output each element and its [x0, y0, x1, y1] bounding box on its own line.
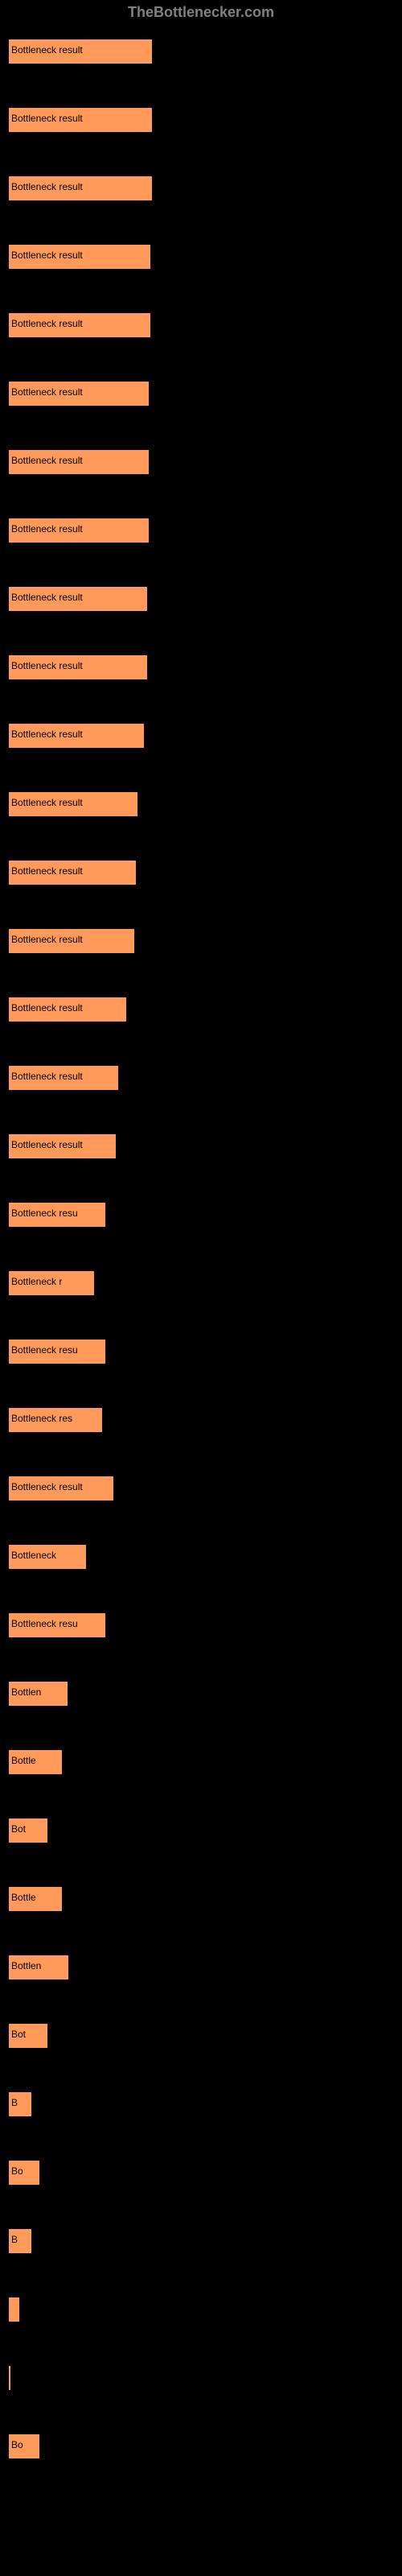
bar-row: Bottleneck result	[8, 371, 394, 415]
bar-row: Bottleneck result	[8, 1124, 394, 1168]
bar-row: B	[8, 2219, 394, 2263]
bar-label: Bot	[11, 2029, 26, 2040]
bar-row: Bottleneck result	[8, 29, 394, 73]
bar-label: Bottleneck result	[11, 181, 83, 192]
chart-bar	[8, 2365, 11, 2391]
bar-label: Bo	[11, 2439, 23, 2450]
bar-row	[8, 2287, 394, 2331]
bar-label: B	[11, 2234, 18, 2245]
bar-label: Bottleneck result	[11, 797, 83, 808]
bar-row: Bottlen	[8, 1671, 394, 1715]
bar-label: Bot	[11, 1823, 26, 1835]
bar-label: Bottleneck	[11, 1550, 56, 1561]
bar-row: Bottleneck result	[8, 1055, 394, 1100]
bar-row: Bottleneck result	[8, 919, 394, 963]
bar-row: Bottleneck res	[8, 1397, 394, 1442]
bar-label: Bottleneck result	[11, 318, 83, 329]
bar-label: Bo	[11, 2165, 23, 2177]
bar-label: Bottlen	[11, 1686, 41, 1698]
bar-row: Bottleneck result	[8, 303, 394, 347]
bar-row: Bottleneck result	[8, 782, 394, 826]
bar-row: Bottleneck r	[8, 1261, 394, 1305]
bar-label: Bottleneck r	[11, 1276, 62, 1287]
bar-row: Bottleneck resu	[8, 1329, 394, 1373]
bar-label: Bottleneck result	[11, 865, 83, 877]
bar-row: Bottleneck result	[8, 850, 394, 894]
bar-row: Bottleneck result	[8, 987, 394, 1031]
bar-label: Bottleneck result	[11, 113, 83, 124]
bar-label: Bottleneck result	[11, 1139, 83, 1150]
bar-label: Bottleneck result	[11, 250, 83, 261]
bar-label: Bottleneck result	[11, 386, 83, 398]
bar-row: Bottleneck result	[8, 166, 394, 210]
bar-row: Bottleneck resu	[8, 1603, 394, 1647]
bar-label: Bottleneck resu	[11, 1618, 78, 1629]
bar-label: Bottleneck result	[11, 1002, 83, 1013]
bar-chart: Bottleneck result Bottleneck result Bottle…	[8, 29, 394, 2468]
bar-label: Bottleneck result	[11, 455, 83, 466]
bar-row: Bottleneck result	[8, 713, 394, 758]
bar-label: Bottleneck res	[11, 1413, 72, 1424]
bar-label: B	[11, 2097, 18, 2108]
bar-row: Bottle	[8, 1876, 394, 1921]
bar-row: Bottleneck result	[8, 508, 394, 552]
bar-row	[8, 2355, 394, 2400]
bar-row: Bottleneck result	[8, 97, 394, 142]
bar-row: Bottleneck result	[8, 440, 394, 484]
bar-row: Bottleneck result	[8, 1466, 394, 1510]
bar-label: Bottleneck result	[11, 1071, 83, 1082]
bar-row: Bottlen	[8, 1945, 394, 1989]
bar-row: Bot	[8, 2013, 394, 2058]
bar-label: Bottle	[11, 1892, 36, 1903]
bar-label: Bottleneck result	[11, 660, 83, 671]
bar-label: Bottleneck result	[11, 934, 83, 945]
bar-label: Bottlen	[11, 1960, 41, 1971]
bar-row: Bo	[8, 2424, 394, 2468]
site-header: TheBottlenecker.com	[8, 4, 394, 21]
bar-label: Bottleneck resu	[11, 1344, 78, 1356]
bar-row: B	[8, 2082, 394, 2126]
bar-label: Bottleneck resu	[11, 1208, 78, 1219]
bar-label: Bottleneck result	[11, 523, 83, 535]
bar-row: Bottleneck	[8, 1534, 394, 1579]
bar-label: Bottleneck result	[11, 1481, 83, 1492]
bar-row: Bottleneck result	[8, 645, 394, 689]
bar-row: Bot	[8, 1808, 394, 1852]
bar-row: Bottleneck result	[8, 234, 394, 279]
bar-label: Bottleneck result	[11, 729, 83, 740]
bar-row: Bottleneck resu	[8, 1192, 394, 1236]
bar-row: Bottle	[8, 1740, 394, 1784]
chart-bar	[8, 2297, 20, 2322]
bar-label: Bottleneck result	[11, 592, 83, 603]
bar-label: Bottleneck result	[11, 44, 83, 56]
bar-row: Bo	[8, 2150, 394, 2194]
bar-row: Bottleneck result	[8, 576, 394, 621]
bar-label: Bottle	[11, 1755, 36, 1766]
